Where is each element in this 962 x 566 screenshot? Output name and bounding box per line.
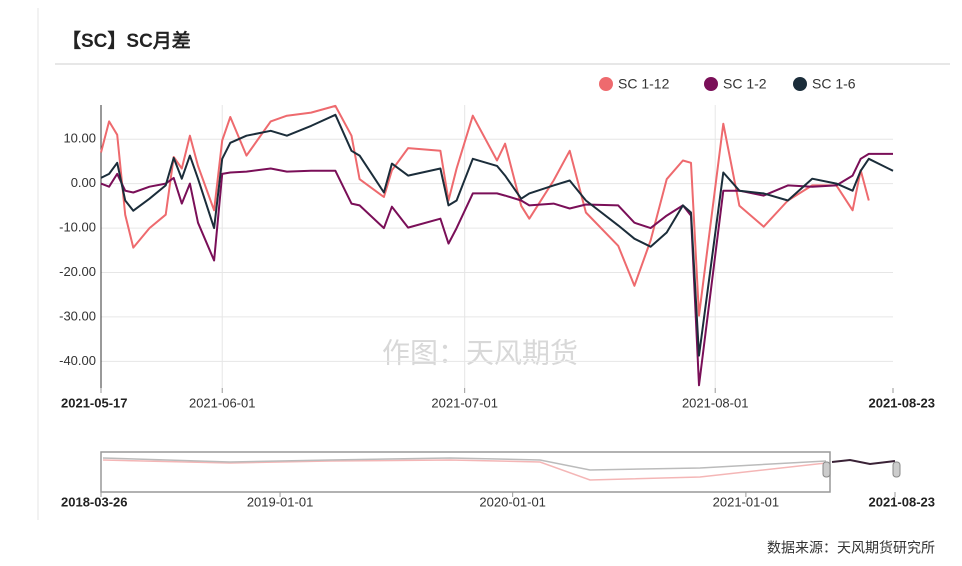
y-tick-label: -10.00 bbox=[59, 220, 96, 235]
navigator-tick-label: 2018-03-26 bbox=[61, 494, 128, 509]
x-tick-label: 2021-08-23 bbox=[869, 395, 936, 410]
y-tick-label: -40.00 bbox=[59, 353, 96, 368]
navigator-tick-label: 2021-01-01 bbox=[713, 494, 780, 509]
legend-label: SC 1-2 bbox=[723, 76, 767, 92]
navigator-tick-label: 2021-08-23 bbox=[869, 494, 936, 509]
y-tick-label: 10.00 bbox=[63, 131, 96, 146]
legend-marker bbox=[599, 77, 613, 91]
navigator-tick-label: 2019-01-01 bbox=[247, 494, 314, 509]
y-tick-label: -20.00 bbox=[59, 264, 96, 279]
navigator-trace bbox=[102, 459, 827, 481]
navigator-handle bbox=[892, 461, 901, 478]
y-tick-label: 0.00 bbox=[71, 175, 96, 190]
legend-marker bbox=[704, 77, 718, 91]
legend-label: SC 1-6 bbox=[812, 76, 856, 92]
navigator-trace bbox=[831, 458, 896, 466]
series-line bbox=[100, 104, 870, 317]
source-note: 数据来源：天风期货研究所 bbox=[767, 540, 935, 556]
x-tick-label: 2021-05-17 bbox=[61, 395, 128, 410]
y-tick-label: -30.00 bbox=[59, 308, 96, 323]
legend-label: SC 1-12 bbox=[618, 76, 670, 92]
watermark: 作图：天风期货 bbox=[382, 337, 578, 368]
series-line bbox=[100, 113, 894, 357]
navigator-trace bbox=[102, 457, 827, 471]
chart-title: 【SC】SC月差 bbox=[62, 29, 191, 52]
x-tick-label: 2021-06-01 bbox=[189, 395, 256, 410]
navigator-tick-label: 2020-01-01 bbox=[479, 494, 546, 509]
legend-marker bbox=[793, 77, 807, 91]
navigator-handle bbox=[822, 461, 831, 478]
x-tick-label: 2021-07-01 bbox=[431, 395, 498, 410]
series-line bbox=[100, 152, 893, 387]
x-tick-label: 2021-08-01 bbox=[682, 395, 749, 410]
